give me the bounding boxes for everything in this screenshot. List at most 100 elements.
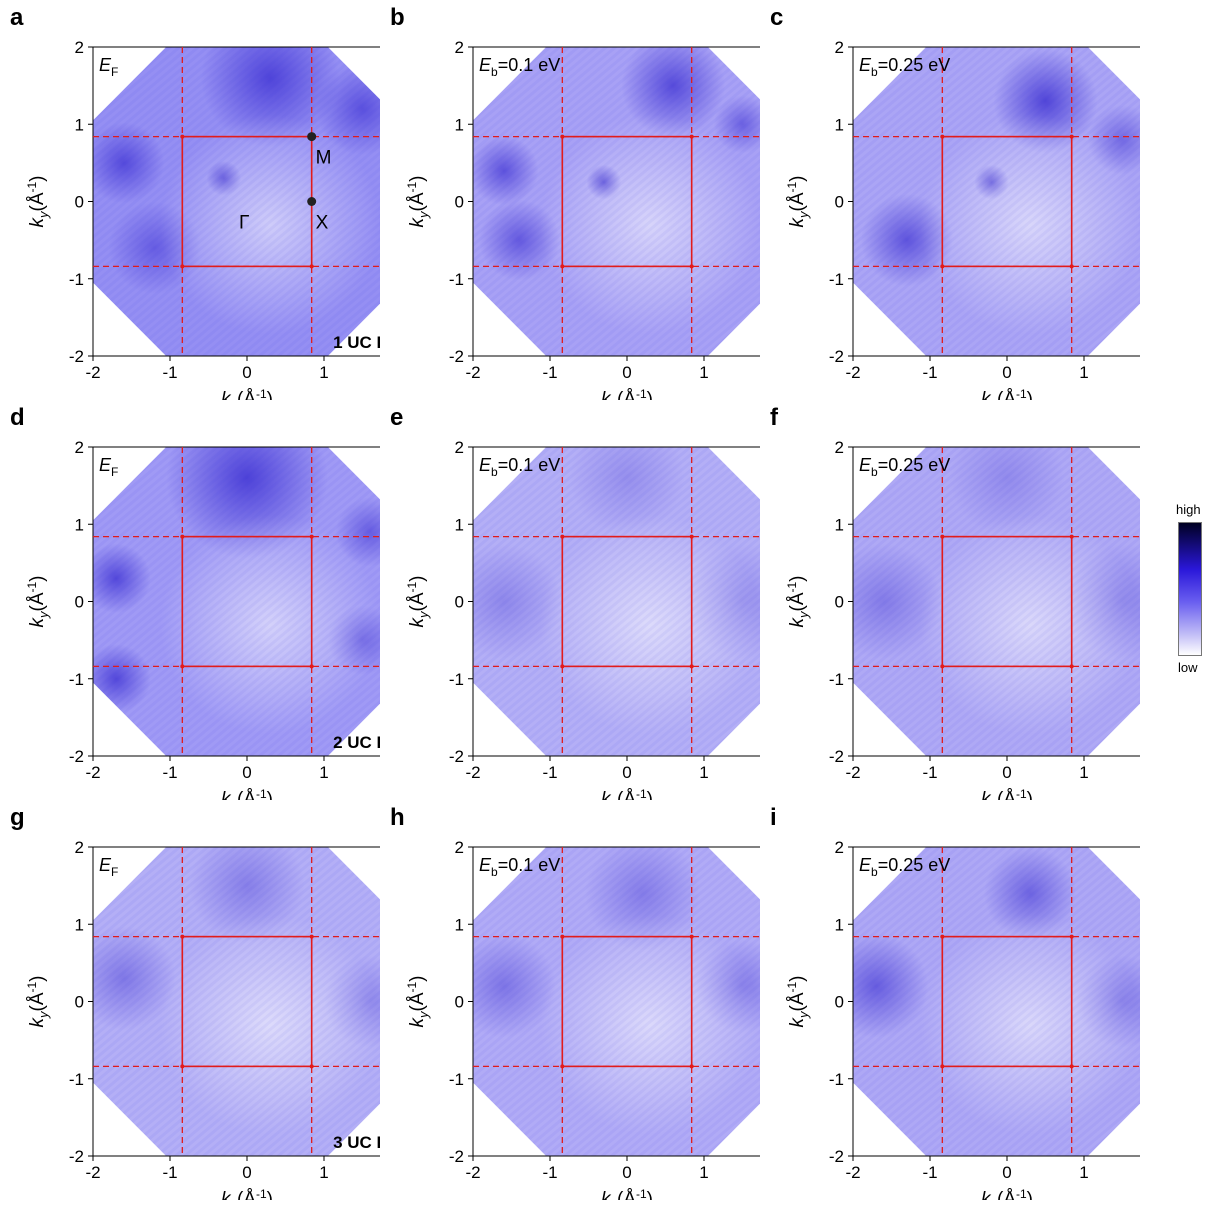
colorbar-low-label: low <box>1178 660 1198 675</box>
x-tick-label: 1 <box>319 363 328 382</box>
x-tick-label: 1 <box>699 1163 708 1182</box>
x-tick-label: 0 <box>1002 763 1011 782</box>
bz-corner-dot <box>689 134 694 139</box>
energy-label: EF <box>99 455 118 479</box>
y-tick-label: -2 <box>829 347 844 366</box>
y-tick-label: 0 <box>75 993 84 1012</box>
arpes-map: -2-2-1-1001122kx(Å-1)ky(Å-1)Eb=0.25 eV <box>785 438 1140 800</box>
bz-corner-dot <box>1069 264 1074 269</box>
y-tick-label: 2 <box>455 438 464 457</box>
y-tick-label: 0 <box>835 193 844 212</box>
x-tick-label: 1 <box>319 763 328 782</box>
x-axis-label: kx(Å-1) <box>981 387 1033 400</box>
bz-corner-dot <box>689 664 694 669</box>
y-tick-label: -2 <box>449 347 464 366</box>
y-tick-label: 0 <box>835 993 844 1012</box>
y-axis-label: ky(Å-1) <box>785 576 811 628</box>
x-tick-label: 0 <box>242 363 251 382</box>
x-tick-label: -1 <box>542 363 557 382</box>
panel-i: i-2-2-1-1001122kx(Å-1)ky(Å-1)Eb=0.25 eV <box>760 800 1140 1200</box>
panel-letter: h <box>390 804 405 831</box>
x-tick-label: 1 <box>1079 763 1088 782</box>
y-tick-label: 1 <box>455 515 464 534</box>
y-tick-label: 2 <box>75 838 84 857</box>
bz-corner-dot <box>560 534 565 539</box>
m-point-label: M <box>316 148 332 169</box>
bz-corner-dot <box>940 134 945 139</box>
x-tick-label: -1 <box>162 363 177 382</box>
bz-corner-dot <box>560 1064 565 1069</box>
bz-corner-dot <box>560 664 565 669</box>
y-tick-label: 2 <box>835 838 844 857</box>
gamma-point-label: Γ <box>239 213 249 234</box>
panel-letter: i <box>770 804 777 831</box>
x-tick-label: 0 <box>1002 1163 1011 1182</box>
x-axis-label: kx(Å-1) <box>601 787 653 800</box>
bz-corner-dot <box>689 264 694 269</box>
y-tick-label: -1 <box>449 270 464 289</box>
y-tick-label: 2 <box>835 438 844 457</box>
y-tick-label: 1 <box>75 515 84 534</box>
panel-c: c-2-2-1-1001122kx(Å-1)ky(Å-1)Eb=0.25 eV <box>760 0 1140 400</box>
x-tick-label: 0 <box>1002 363 1011 382</box>
bz-corner-dot <box>940 934 945 939</box>
bz-corner-dot <box>689 1064 694 1069</box>
brillouin-zone-square <box>181 535 313 668</box>
energy-label: Eb=0.1 eV <box>479 55 560 79</box>
arpes-map: -2-2-1-1001122kx(Å-1)ky(Å-1)Eb=0.25 eV <box>785 838 1140 1200</box>
bz-corner-dot <box>1069 534 1074 539</box>
y-tick-label: 0 <box>455 593 464 612</box>
energy-label: Eb=0.1 eV <box>479 455 560 479</box>
y-tick-label: -1 <box>69 1070 84 1089</box>
bz-corner-dot <box>180 264 185 269</box>
x-axis-label: kx(Å-1) <box>981 1187 1033 1200</box>
energy-label: Eb=0.25 eV <box>859 55 950 79</box>
y-tick-label: 1 <box>455 115 464 134</box>
panel-h: h-2-2-1-1001122kx(Å-1)ky(Å-1)Eb=0.1 eV <box>380 800 760 1200</box>
x-tick-label: 1 <box>1079 1163 1088 1182</box>
y-tick-label: 2 <box>455 38 464 57</box>
bz-corner-dot <box>180 1064 185 1069</box>
panel-g: g-2-2-1-1001122kx(Å-1)ky(Å-1)EF3 UC LV <box>0 800 380 1200</box>
sample-label: 3 UC LV <box>333 1133 380 1152</box>
arpes-map: -2-2-1-1001122kx(Å-1)ky(Å-1)EF1 UC LVMXΓ <box>25 38 380 400</box>
energy-label: Eb=0.25 eV <box>859 455 950 479</box>
y-tick-label: 1 <box>835 515 844 534</box>
brillouin-zone-square <box>181 935 313 1068</box>
x-tick-label: 1 <box>1079 363 1088 382</box>
x-tick-label: 1 <box>699 763 708 782</box>
x-tick-label: -2 <box>465 763 480 782</box>
x-axis-label: kx(Å-1) <box>221 787 273 800</box>
y-axis-label: ky(Å-1) <box>785 176 811 228</box>
y-tick-label: -2 <box>829 1147 844 1166</box>
y-axis-label: ky(Å-1) <box>25 576 51 628</box>
y-tick-label: 1 <box>75 915 84 934</box>
y-tick-label: -1 <box>829 270 844 289</box>
y-tick-label: 0 <box>455 993 464 1012</box>
panel-letter: b <box>390 4 405 31</box>
y-axis-label: ky(Å-1) <box>405 576 431 628</box>
energy-label: EF <box>99 855 118 879</box>
x-tick-label: -2 <box>465 363 480 382</box>
x-axis-label: kx(Å-1) <box>221 387 273 400</box>
y-tick-label: 0 <box>75 593 84 612</box>
panel-letter: c <box>770 4 784 31</box>
colorbar-high-label: high <box>1176 502 1201 517</box>
x-tick-label: -1 <box>542 763 557 782</box>
bz-corner-dot <box>560 134 565 139</box>
y-tick-label: 0 <box>835 593 844 612</box>
x-tick-label: -1 <box>922 1163 937 1182</box>
m-point-marker <box>307 132 317 142</box>
sample-label: 1 UC LV <box>333 333 380 352</box>
x-tick-label: -1 <box>922 763 937 782</box>
y-axis-label: ky(Å-1) <box>25 176 51 228</box>
y-tick-label: 2 <box>75 438 84 457</box>
brillouin-zone-square <box>941 535 1073 668</box>
y-tick-label: -2 <box>69 747 84 766</box>
y-tick-label: 1 <box>455 915 464 934</box>
bz-corner-dot <box>689 534 694 539</box>
x-tick-label: 0 <box>622 1163 631 1182</box>
panel-letter: f <box>770 404 778 431</box>
bz-corner-dot <box>180 934 185 939</box>
bz-corner-dot <box>309 264 314 269</box>
